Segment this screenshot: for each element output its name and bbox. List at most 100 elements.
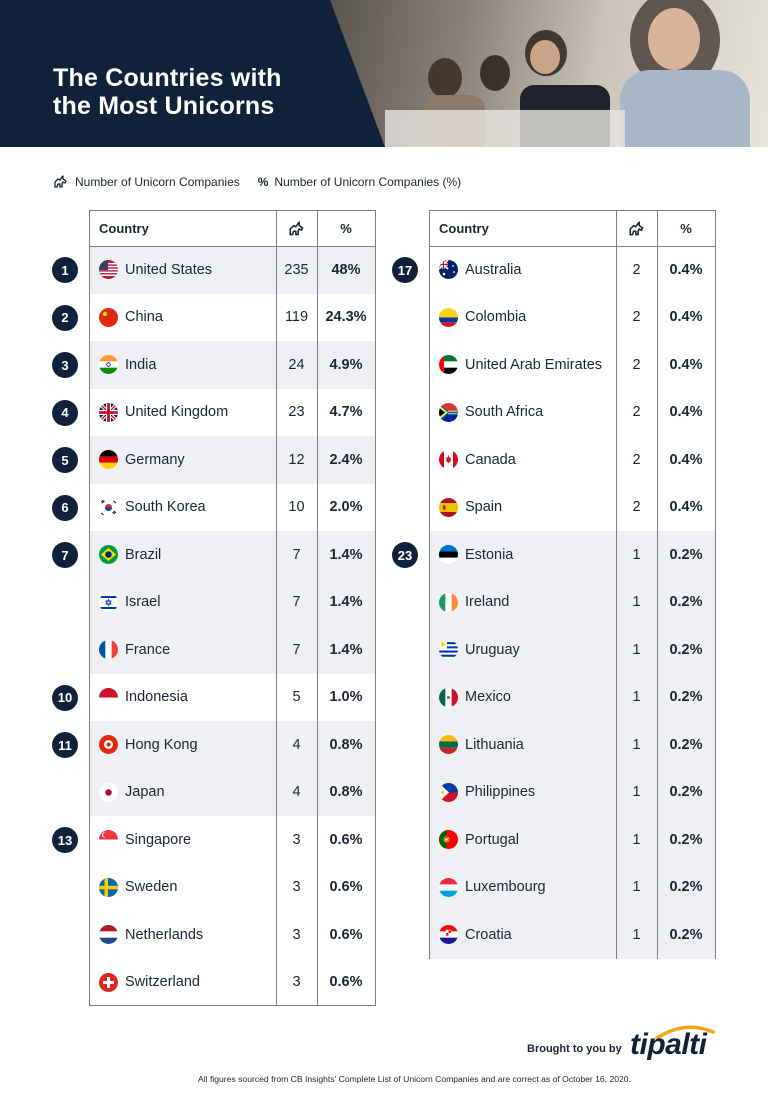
unicorn-count: 7: [292, 641, 301, 658]
unicorn-percent: 0.4%: [669, 356, 703, 373]
unicorn-percent: 0.4%: [669, 451, 703, 468]
right-table: Australia 2 0.4% Colombia 2 0.4% United Arab E…: [429, 210, 716, 959]
unicorn-percent: 4.9%: [329, 356, 363, 373]
unicorn-count: 2: [632, 356, 641, 373]
unicorn-count: 235: [284, 261, 309, 278]
legend: Number of Unicorn Companies % Number of …: [53, 175, 461, 189]
rank-badge: 5: [52, 447, 78, 473]
header-divider: [90, 246, 375, 247]
unicorn-count: 4: [292, 736, 301, 753]
rank-badge: 4: [52, 399, 78, 426]
country-name: Switzerland: [125, 974, 200, 991]
country-name: Ireland: [465, 594, 510, 611]
unicorn-percent: 0.4%: [669, 404, 703, 421]
unicorn-percent: 0.2%: [669, 546, 703, 563]
sg-flag-icon: [99, 830, 118, 849]
unicorn-count: 2: [632, 499, 641, 516]
country-name: Spain: [465, 499, 503, 516]
legend-count-label: Number of Unicorn Companies: [75, 175, 240, 189]
table-row: United Arab Emirates 2 0.4%: [430, 341, 715, 389]
table-row: Indonesia 5 1.0%: [90, 674, 375, 722]
table-row: Mexico 1 0.2%: [430, 673, 715, 721]
rank-badge: 23: [392, 542, 418, 568]
unicorn-percent: 2.0%: [329, 499, 363, 516]
unicorn-percent: 0.2%: [669, 736, 703, 753]
ae-flag-icon: [439, 355, 458, 374]
unicorn-percent: 0.4%: [669, 499, 703, 516]
jp-flag-icon: [99, 782, 118, 802]
unicorn-percent: 0.6%: [329, 974, 363, 991]
unicorn-count: 2: [632, 451, 641, 468]
unicorn-percent: 0.2%: [669, 879, 703, 896]
header-banner: The Countries with the Most Unicorns: [0, 0, 768, 147]
country-name: India: [125, 356, 157, 373]
unicorn-count: 23: [288, 404, 305, 421]
unicorn-icon: [276, 211, 317, 246]
country-name: Luxembourg: [465, 879, 546, 896]
table-row: Uruguay 1 0.2%: [430, 626, 715, 674]
table-row: United States 235 48%: [90, 246, 375, 294]
unicorn-percent: 0.2%: [669, 831, 703, 848]
unicorn-percent: 0.4%: [669, 261, 703, 278]
unicorn-count: 3: [292, 879, 301, 896]
column-divider: [317, 211, 318, 1006]
nl-flag-icon: [99, 925, 118, 944]
unicorn-count: 1: [632, 926, 641, 943]
unicorn-count: 7: [292, 594, 301, 611]
unicorn-percent: 0.2%: [669, 689, 703, 706]
hr-flag-icon: [439, 925, 458, 944]
table-row: South Korea 10 2.0%: [90, 484, 375, 532]
percent-icon: %: [680, 221, 692, 236]
rank-badge: 10: [52, 684, 78, 711]
column-divider: [657, 211, 658, 959]
header-divider: [430, 246, 715, 247]
ch-flag-icon: [99, 972, 118, 992]
tipalti-logo: tipalti: [630, 1028, 707, 1061]
unicorn-icon: [54, 175, 67, 188]
au-flag-icon: [439, 260, 458, 279]
ie-flag-icon: [439, 592, 458, 612]
page-title: The Countries with the Most Unicorns: [53, 64, 282, 120]
table-row: India 24 4.9%: [90, 341, 375, 389]
country-name: Germany: [125, 451, 185, 468]
za-flag-icon: [439, 402, 458, 422]
country-name: Canada: [465, 451, 516, 468]
table-row: Netherlands 3 0.6%: [90, 911, 375, 959]
country-name: Uruguay: [465, 641, 520, 658]
table-row: Switzerland 3 0.6%: [90, 959, 375, 1007]
il-flag-icon: [99, 592, 118, 612]
brought-by-text: Brought to you by: [527, 1043, 622, 1055]
unicorn-count: 5: [292, 689, 301, 706]
country-name: Israel: [125, 594, 161, 611]
table-row: Ireland 1 0.2%: [430, 578, 715, 626]
table-row: Canada 2 0.4%: [430, 436, 715, 484]
country-name: South Korea: [125, 499, 206, 516]
unicorn-count: 3: [292, 926, 301, 943]
pt-flag-icon: [439, 830, 458, 849]
unicorn-count: 24: [288, 356, 305, 373]
unicorn-percent: 0.8%: [329, 736, 363, 753]
unicorn-percent: 1.0%: [329, 689, 363, 706]
unicorn-percent: 0.6%: [329, 879, 363, 896]
country-name: Philippines: [465, 784, 536, 801]
unicorn-count: 4: [292, 784, 301, 801]
country-name: United Kingdom: [125, 404, 229, 421]
unicorn-percent: 2.4%: [329, 451, 363, 468]
table-row: United Kingdom 23 4.7%: [90, 389, 375, 437]
ca-flag-icon: [439, 450, 458, 469]
lu-flag-icon: [439, 877, 458, 897]
country-name: France: [125, 641, 171, 658]
rank-badge: 2: [52, 304, 78, 331]
header-photo: [330, 0, 768, 147]
lt-flag-icon: [439, 735, 458, 754]
column-header-country: Country: [99, 221, 149, 236]
unicorn-count: 1: [632, 784, 641, 801]
unicorn-percent: 0.2%: [669, 784, 703, 801]
left-table: United States 235 48% China 119 24.3% India 24 4…: [89, 210, 376, 1006]
table-row: Luxembourg 1 0.2%: [430, 863, 715, 911]
column-divider: [276, 211, 277, 1006]
unicorn-percent: 24.3%: [325, 309, 367, 326]
table-row: South Africa 2 0.4%: [430, 389, 715, 437]
unicorn-count: 119: [284, 309, 309, 326]
country-name: Portugal: [465, 831, 520, 848]
